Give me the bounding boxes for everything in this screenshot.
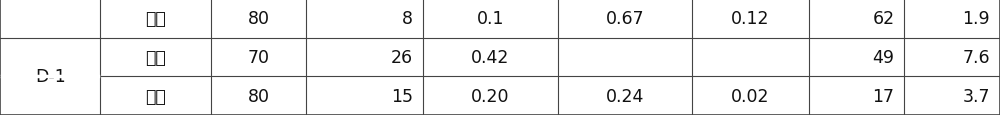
Text: 二段: 二段 xyxy=(145,87,166,105)
Text: 二段: 二段 xyxy=(145,10,166,28)
Text: 0.20: 0.20 xyxy=(471,87,509,105)
Text: 一段: 一段 xyxy=(145,49,166,66)
Text: D-1: D-1 xyxy=(35,68,66,86)
Text: 3.7: 3.7 xyxy=(962,87,990,105)
Text: 17: 17 xyxy=(872,87,894,105)
Text: 80: 80 xyxy=(248,87,270,105)
Text: 26: 26 xyxy=(391,49,413,66)
Text: 49: 49 xyxy=(872,49,894,66)
Text: 7.6: 7.6 xyxy=(962,49,990,66)
Text: 62: 62 xyxy=(872,10,894,28)
Text: 0.02: 0.02 xyxy=(731,87,770,105)
Text: 0.12: 0.12 xyxy=(731,10,770,28)
Text: 0.67: 0.67 xyxy=(606,10,644,28)
Text: 0.42: 0.42 xyxy=(471,49,509,66)
Text: 80: 80 xyxy=(248,10,270,28)
Text: 15: 15 xyxy=(391,87,413,105)
Text: 0.24: 0.24 xyxy=(606,87,644,105)
Text: 70: 70 xyxy=(248,49,270,66)
Text: 0.1: 0.1 xyxy=(476,10,504,28)
Text: 1.9: 1.9 xyxy=(962,10,990,28)
Text: 8: 8 xyxy=(402,10,413,28)
